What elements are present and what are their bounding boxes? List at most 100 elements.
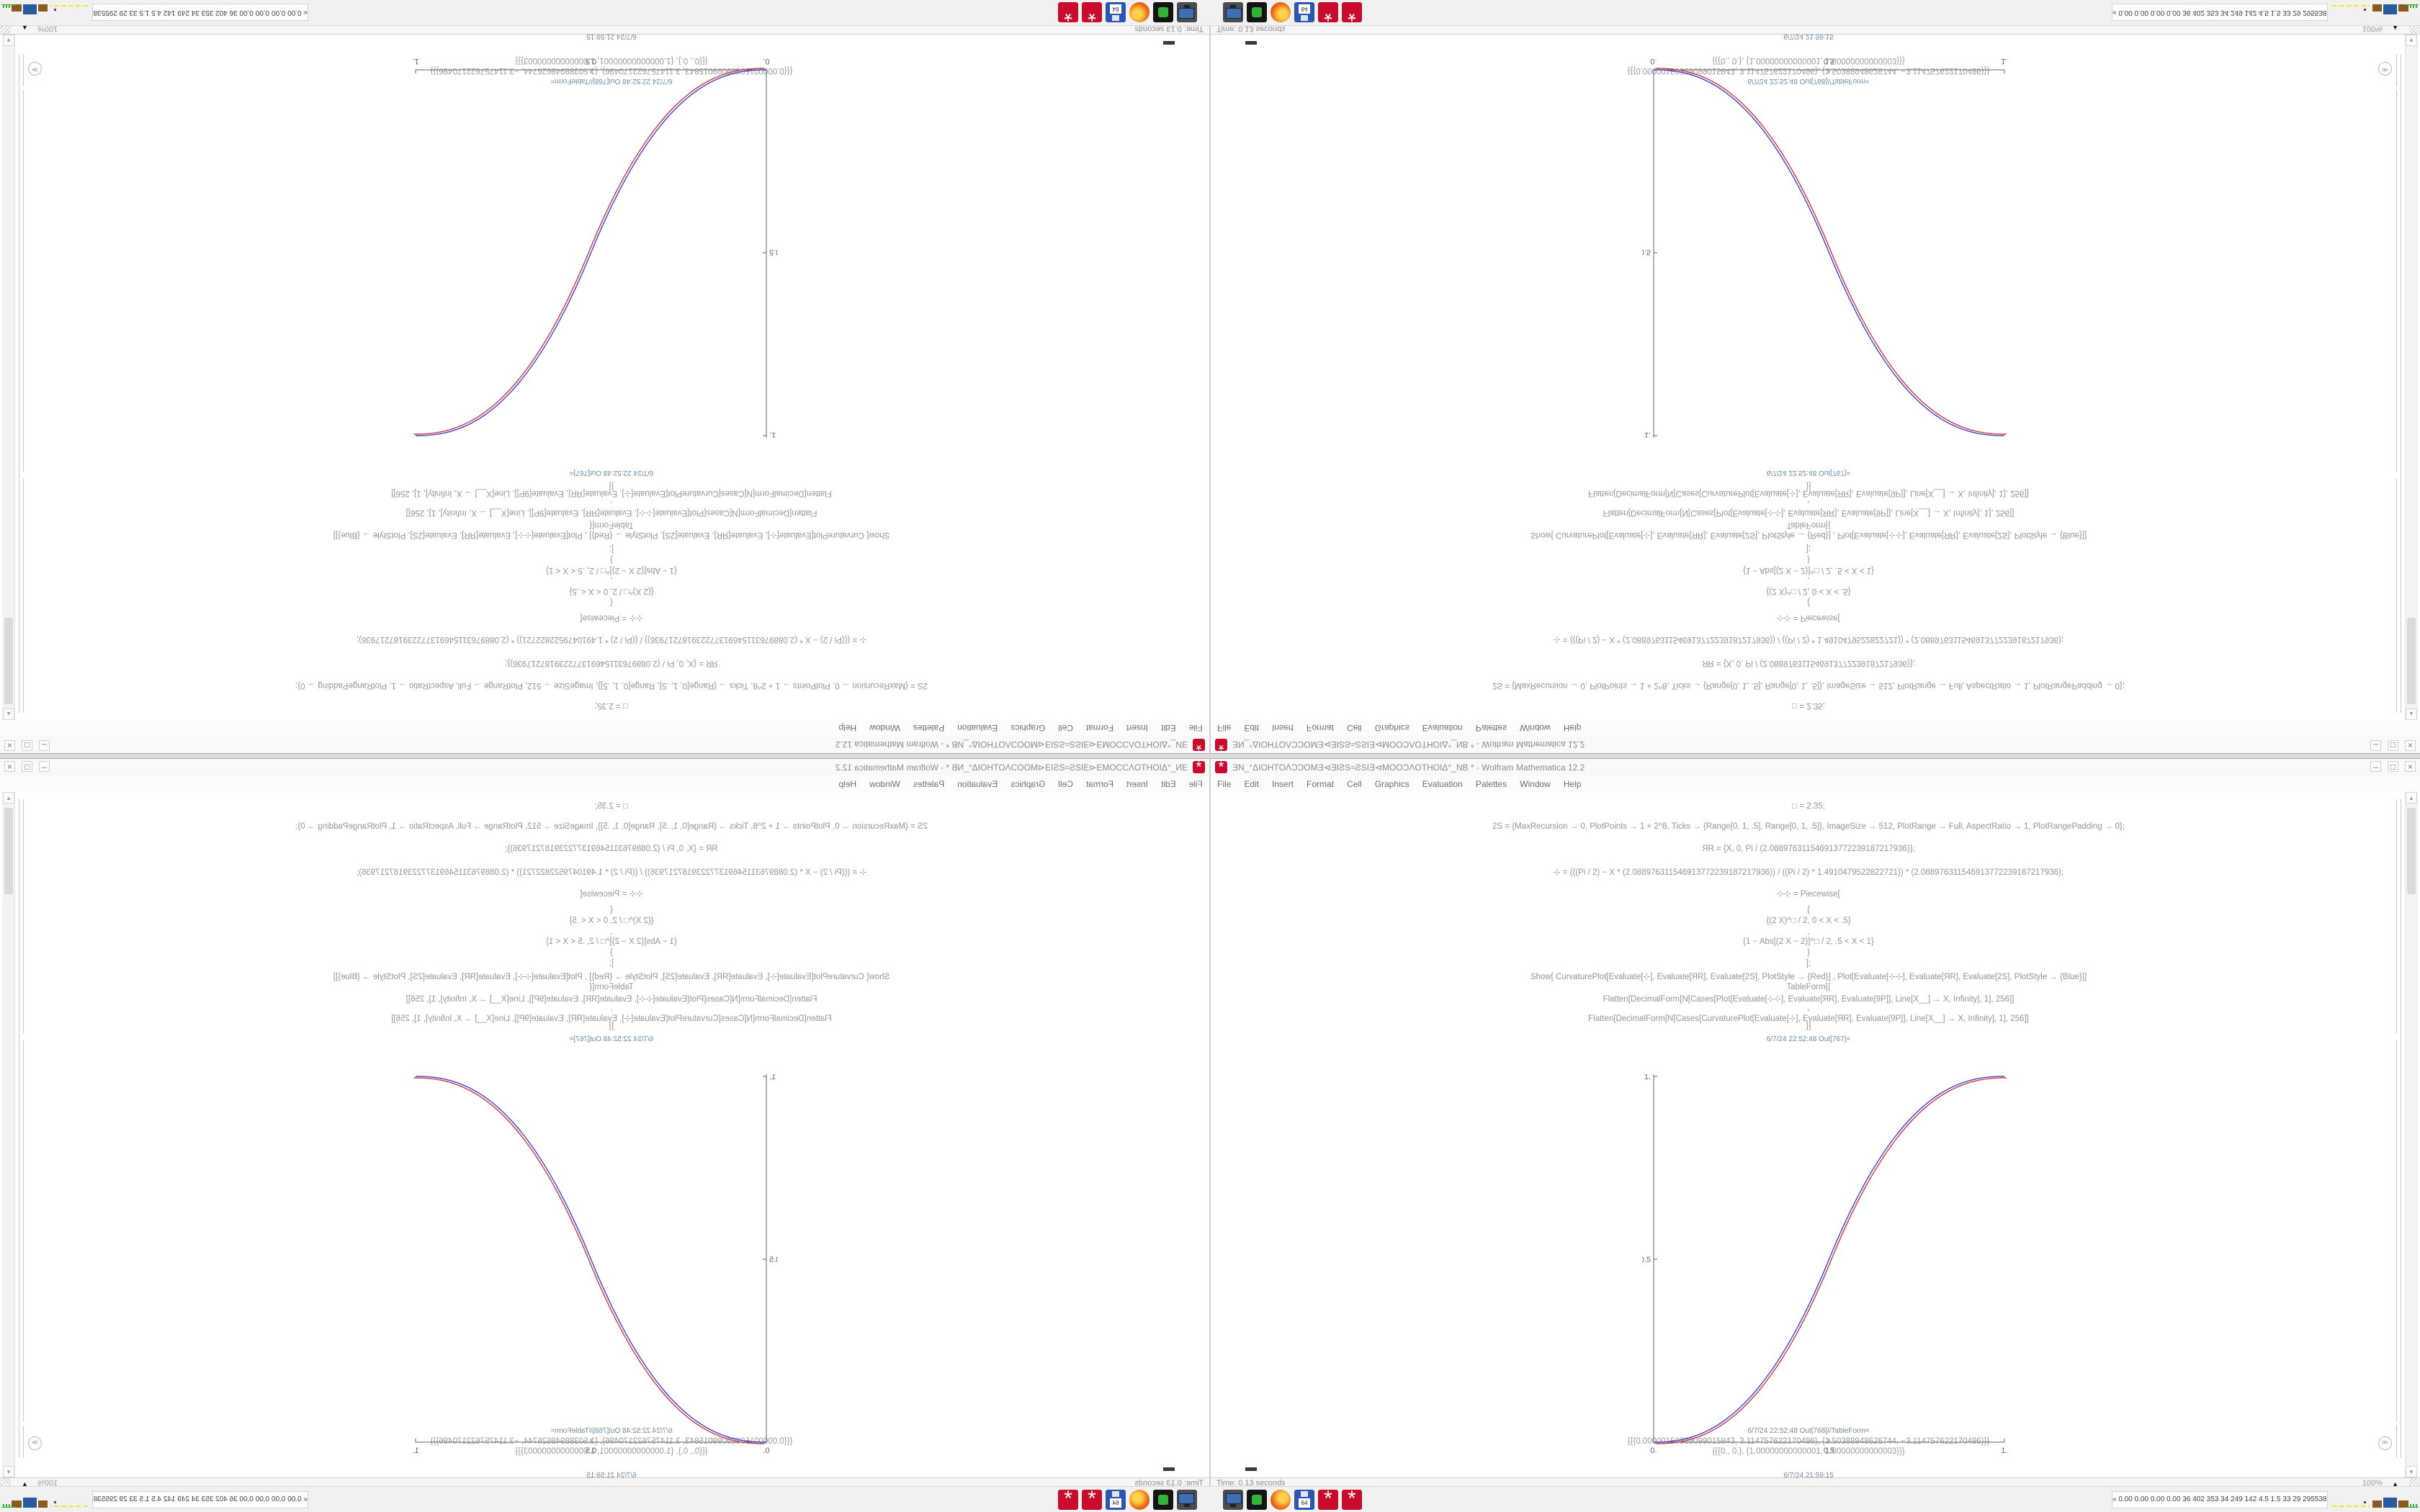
notebook-area[interactable]: □ = 2.35; 2S = {MaxRecursion → 0, PlotPoi… xyxy=(1211,792,2420,1477)
meter-purple-dot-icon[interactable] xyxy=(54,9,56,11)
output-cell-bracket[interactable] xyxy=(23,1040,24,1422)
menu-item[interactable]: Palettes xyxy=(913,779,945,789)
meter-yellow-line-icon[interactable] xyxy=(2332,1506,2370,1507)
mathematica-taskbar-icon[interactable]: * xyxy=(1318,2,1338,22)
tableform-cell-bracket[interactable] xyxy=(23,54,24,86)
mathematica-taskbar-icon-2[interactable]: * xyxy=(1058,1490,1078,1510)
minimize-button[interactable]: – xyxy=(2370,761,2381,772)
mathematica-taskbar-icon-2[interactable]: * xyxy=(1342,1490,1362,1510)
menu-item[interactable]: File xyxy=(1188,779,1203,789)
minimize-button[interactable]: – xyxy=(39,761,50,772)
firefox-icon[interactable] xyxy=(1270,2,1291,22)
display-settings-icon[interactable] xyxy=(1177,1490,1197,1510)
maximize-button[interactable]: □ xyxy=(22,761,32,772)
meter-blue-bar-icon[interactable] xyxy=(2383,1498,2397,1508)
meter-brown-bar-icon[interactable] xyxy=(2372,4,2382,12)
firefox-icon[interactable] xyxy=(1270,1490,1291,1510)
cell-group-opener-icon[interactable]: ≫ xyxy=(28,1436,42,1450)
menu-item[interactable]: Edit xyxy=(1160,723,1176,733)
menu-item[interactable]: Evaluation xyxy=(957,723,998,733)
meter-purple-dot-icon[interactable] xyxy=(2364,1501,2366,1503)
tableform-cell-bracket[interactable] xyxy=(2396,54,2397,86)
meter-yellow-line-icon[interactable] xyxy=(2332,5,2370,6)
menu-item[interactable]: Graphics xyxy=(1010,723,1046,733)
notebook-area[interactable]: □ = 2.35; 2S = {MaxRecursion → 0, PlotPoi… xyxy=(1211,35,2420,720)
menu-item[interactable]: Help xyxy=(1563,779,1582,789)
minimize-button[interactable]: – xyxy=(2370,740,2381,751)
mathematica-taskbar-icon-2[interactable]: * xyxy=(1342,2,1362,22)
input-cell-bracket[interactable] xyxy=(2396,799,2397,1033)
menu-item[interactable]: Graphics xyxy=(1374,723,1410,733)
menu-item[interactable]: Window xyxy=(869,779,900,789)
floppy-64-icon[interactable]: 64 xyxy=(1294,1490,1314,1510)
menu-item[interactable]: Window xyxy=(869,723,900,733)
cell-group-opener-icon[interactable]: ≫ xyxy=(28,62,42,76)
firefox-icon[interactable] xyxy=(1129,1490,1150,1510)
minimize-button[interactable]: – xyxy=(39,740,50,751)
display-settings-icon[interactable] xyxy=(1223,2,1243,22)
menu-item[interactable]: File xyxy=(1217,779,1232,789)
scroll-down-icon[interactable]: ▼ xyxy=(3,35,14,46)
menu-item[interactable]: Graphics xyxy=(1010,779,1046,789)
floppy-64-icon[interactable]: 64 xyxy=(1106,1490,1126,1510)
title-bar[interactable]: * ƎN_°ΔIOHTOΛƆƆOMƎ⊲ƎIƧS≈ƧSIƎ⊲MOOƆΛOTHOIΔ… xyxy=(1211,736,2420,753)
menu-item[interactable]: Evaluation xyxy=(1422,779,1463,789)
title-bar[interactable]: * ƎN_°ΔIOHTOΛƆƆOMƎ⊲ƎIƧS≈ƧSIƎ⊲MOOƆΛOTHOIΔ… xyxy=(1211,759,2420,776)
firefox-icon[interactable] xyxy=(1129,2,1150,22)
menu-item[interactable]: Palettes xyxy=(1475,723,1507,733)
vertical-scrollbar[interactable]: ▲ ▼ xyxy=(2,792,15,1477)
meter-yellow-line-icon[interactable] xyxy=(50,5,88,6)
output-cell-bracket[interactable] xyxy=(2396,90,2397,472)
vertical-scrollbar[interactable]: ▲ ▼ xyxy=(2405,35,2418,720)
scroll-down-icon[interactable]: ▼ xyxy=(2406,1466,2417,1477)
menu-item[interactable]: File xyxy=(1188,723,1203,733)
scroll-up-icon[interactable]: ▲ xyxy=(2406,708,2417,720)
maximize-button[interactable]: □ xyxy=(2388,740,2398,751)
menu-item[interactable]: File xyxy=(1217,723,1232,733)
meter-green-spikes-icon[interactable] xyxy=(1,4,10,8)
menu-item[interactable]: Palettes xyxy=(1475,779,1507,789)
menu-item[interactable]: Format xyxy=(1085,723,1113,733)
menu-item[interactable]: Insert xyxy=(1272,723,1294,733)
floppy-64-icon[interactable]: 64 xyxy=(1294,2,1314,22)
menu-item[interactable]: Format xyxy=(1085,779,1113,789)
floppy-64-icon[interactable]: 64 xyxy=(1106,2,1126,22)
notebook-area[interactable]: □ = 2.35; 2S = {MaxRecursion → 0, PlotPoi… xyxy=(0,35,1209,720)
title-bar[interactable]: * ƎN_°ΔIOHTOΛƆƆOMƎ⊲ƎIƧS≈ƧSIƎ⊲MOOƆΛOTHOIΔ… xyxy=(0,736,1209,753)
menu-item[interactable]: Insert xyxy=(1272,779,1294,789)
screen-recorder-icon[interactable] xyxy=(1247,2,1267,22)
mathematica-taskbar-icon[interactable]: * xyxy=(1082,1490,1102,1510)
menu-item[interactable]: Palettes xyxy=(913,723,945,733)
scrollbar-thumb[interactable] xyxy=(4,618,13,704)
menu-item[interactable]: Insert xyxy=(1126,779,1148,789)
menu-item[interactable]: Cell xyxy=(1058,779,1073,789)
menu-item[interactable]: Graphics xyxy=(1374,779,1410,789)
meter-brown-bar-2-icon[interactable] xyxy=(2398,4,2408,12)
menu-item[interactable]: Cell xyxy=(1347,723,1362,733)
maximize-button[interactable]: □ xyxy=(22,740,32,751)
output-cell-bracket[interactable] xyxy=(23,90,24,472)
menu-item[interactable]: Help xyxy=(1563,723,1582,733)
mathematica-taskbar-icon-2[interactable]: * xyxy=(1058,2,1078,22)
close-button[interactable]: × xyxy=(4,740,15,751)
meter-brown-bar-icon[interactable] xyxy=(38,4,48,12)
meter-blue-bar-icon[interactable] xyxy=(23,4,37,14)
scrollbar-thumb[interactable] xyxy=(4,808,13,894)
screen-recorder-icon[interactable] xyxy=(1247,1490,1267,1510)
close-button[interactable]: × xyxy=(4,761,15,772)
scroll-up-icon[interactable]: ▲ xyxy=(2406,792,2417,804)
menu-item[interactable]: Window xyxy=(1520,779,1551,789)
maximize-button[interactable]: □ xyxy=(2388,761,2398,772)
meter-purple-dot-icon[interactable] xyxy=(54,1501,56,1503)
input-cell-bracket[interactable] xyxy=(23,479,24,713)
input-cell-bracket[interactable] xyxy=(23,799,24,1033)
mathematica-taskbar-icon[interactable]: * xyxy=(1318,1490,1338,1510)
title-bar[interactable]: * ƎN_°ΔIOHTOΛƆƆOMƎ⊲ƎIƧS≈ƧSIƎ⊲MOOƆΛOTHOIΔ… xyxy=(0,759,1209,776)
scroll-up-icon[interactable]: ▲ xyxy=(3,792,14,804)
cell-group-opener-icon[interactable]: ≫ xyxy=(2378,1436,2392,1450)
meter-green-spikes-icon[interactable] xyxy=(1,1504,10,1508)
mathematica-taskbar-icon[interactable]: * xyxy=(1082,2,1102,22)
menu-item[interactable]: Edit xyxy=(1244,779,1260,789)
vertical-scrollbar[interactable]: ▲ ▼ xyxy=(2,35,15,720)
menu-item[interactable]: Cell xyxy=(1058,723,1073,733)
